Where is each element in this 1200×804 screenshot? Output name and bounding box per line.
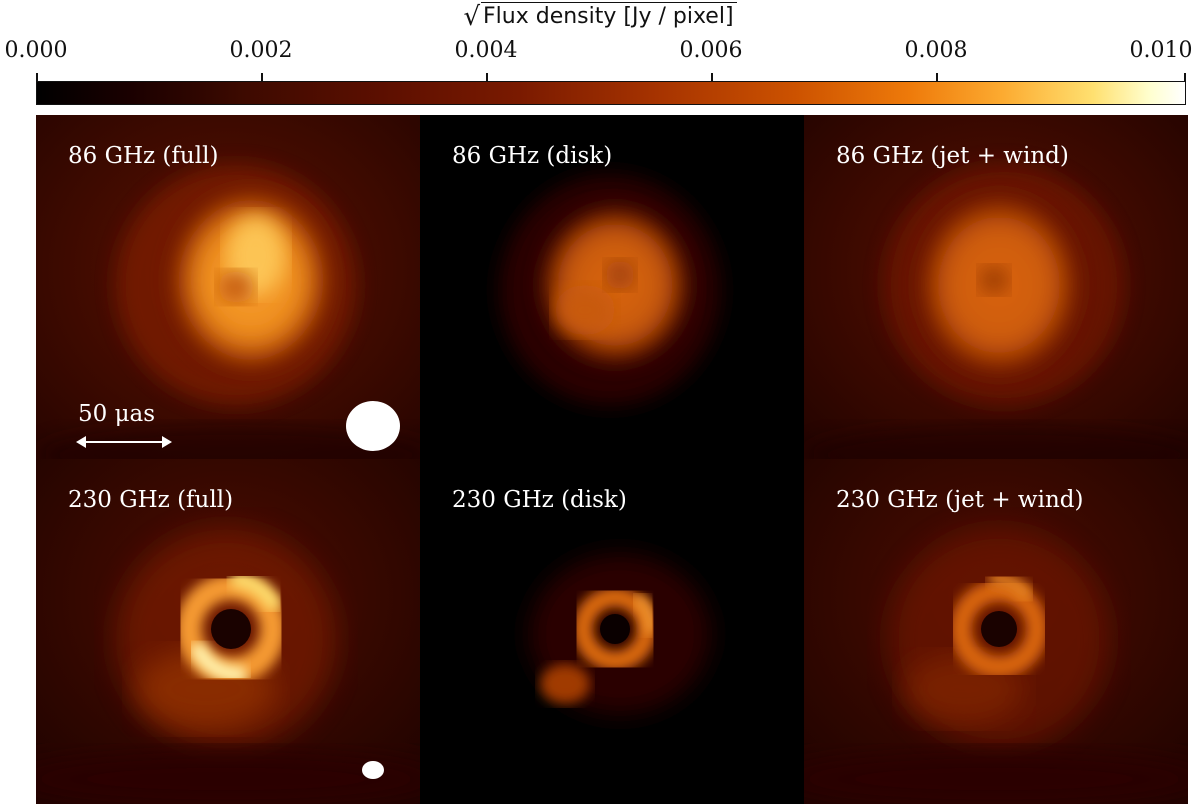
panel-image [804, 459, 1188, 804]
colorbar-tick-labels: 0.000 0.002 0.004 0.006 0.008 0.010 [0, 38, 1200, 78]
panel-image [420, 115, 804, 459]
panel-86ghz-jet-wind: 86 GHz (jet + wind) [804, 115, 1188, 459]
tick-mark [1184, 73, 1186, 82]
panel-230ghz-full: 230 GHz (full) [36, 459, 420, 804]
beam-ellipse [362, 761, 384, 779]
tick-label: 0.010 [1129, 38, 1193, 63]
tick-label: 0.004 [454, 38, 518, 63]
panel-label: 230 GHz (full) [68, 487, 234, 513]
tick-mark [486, 73, 488, 82]
tick-mark [936, 73, 938, 82]
beam-ellipse [346, 401, 400, 451]
panel-230ghz-disk: 230 GHz (disk) [420, 459, 804, 804]
panel-label: 230 GHz (disk) [452, 487, 627, 513]
panel-label: 86 GHz (disk) [452, 143, 613, 169]
panel-label: 230 GHz (jet + wind) [836, 487, 1084, 513]
sqrt-symbol: √ [463, 2, 481, 32]
image-grid: 86 GHz (full) 50 μas 86 GHz (dis [36, 115, 1188, 804]
colorbar-title: √ Flux density [Jy / pixel] [0, 0, 1200, 38]
scalebar-arrow-right [162, 436, 172, 448]
panel-image [804, 115, 1188, 459]
tick-label: 0.006 [679, 38, 743, 63]
scalebar-arrow-left [76, 436, 86, 448]
panel-label: 86 GHz (full) [68, 143, 219, 169]
panel-230ghz-jet-wind: 230 GHz (jet + wind) [804, 459, 1188, 804]
scalebar-label: 50 μas [78, 401, 156, 427]
tick-label: 0.002 [229, 38, 293, 63]
scalebar-line [82, 441, 170, 443]
tick-label: 0.000 [4, 38, 68, 63]
tick-mark [711, 73, 713, 82]
panel-image [36, 459, 420, 804]
panel-86ghz-full: 86 GHz (full) 50 μas [36, 115, 420, 459]
panel-image [36, 115, 420, 459]
tick-mark [36, 73, 38, 82]
colorbar [36, 81, 1186, 105]
tick-label: 0.008 [904, 38, 968, 63]
colorbar-title-label: Flux density [Jy / pixel] [481, 2, 737, 30]
panel-86ghz-disk: 86 GHz (disk) [420, 115, 804, 459]
panel-label: 86 GHz (jet + wind) [836, 143, 1069, 169]
panel-image [420, 459, 804, 804]
tick-mark [261, 73, 263, 82]
